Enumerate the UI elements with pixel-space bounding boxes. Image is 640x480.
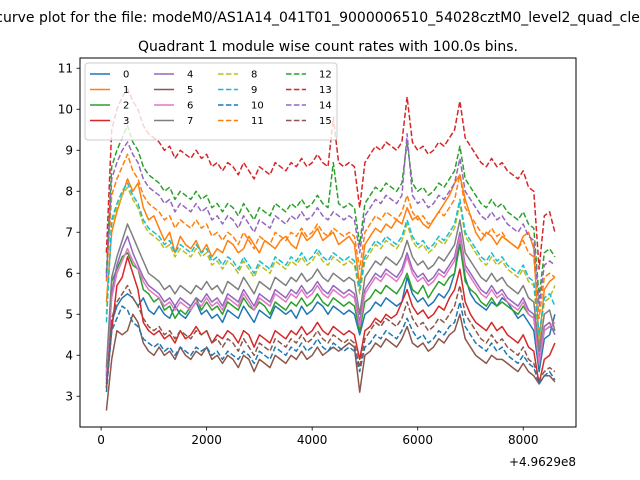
series-line-4 [105, 231, 556, 380]
y-tick-label: 4 [65, 349, 73, 363]
series-line-3 [105, 256, 556, 389]
legend-item-11: 11 [218, 116, 264, 127]
legend-label: 7 [187, 116, 193, 127]
series-line-7 [105, 219, 556, 368]
series-layer [105, 88, 556, 411]
legend-item-0: 0 [90, 70, 129, 81]
legend-label: 2 [123, 101, 129, 112]
series-line-14 [105, 133, 556, 307]
series-line-1 [105, 174, 556, 344]
legend-item-8: 8 [218, 70, 257, 81]
y-tick-label: 5 [65, 308, 73, 322]
legend-item-7: 7 [154, 116, 193, 127]
series-line-12 [105, 124, 556, 299]
legend-label: 4 [187, 70, 193, 81]
y-tick-label: 3 [65, 390, 73, 404]
legend-item-10: 10 [218, 101, 264, 112]
axes-frame [79, 57, 577, 428]
series-line-11 [105, 153, 556, 320]
x-tick-label: 4000 [297, 433, 328, 447]
series-line-15 [105, 284, 556, 389]
series-line-6 [105, 235, 556, 372]
legend-item-14: 14 [286, 101, 332, 112]
x-tick-label: 8000 [508, 433, 539, 447]
legend-item-5: 5 [154, 85, 193, 96]
legend-item-3: 3 [90, 116, 129, 127]
legend-item-13: 13 [286, 85, 332, 96]
legend-label: 8 [251, 70, 257, 81]
figure-suptitle: Light curve plot for the file: modeM0/AS… [0, 10, 640, 26]
legend-item-6: 6 [154, 101, 193, 112]
legend-item-4: 4 [154, 70, 193, 81]
legend-label: 5 [187, 85, 193, 96]
legend-label: 0 [123, 70, 129, 81]
legend-label: 14 [319, 101, 332, 112]
legend-item-15: 15 [286, 116, 332, 127]
y-tick-label: 10 [58, 103, 73, 117]
series-line-13 [105, 88, 556, 270]
x-offset-label: +4.9629e8 [509, 455, 576, 469]
legend-label: 13 [319, 85, 332, 96]
y-tick-label: 7 [65, 226, 73, 240]
y-tick-label: 11 [58, 62, 73, 76]
legend-label: 10 [251, 101, 264, 112]
legend-label: 3 [123, 116, 129, 127]
series-line-2 [105, 243, 556, 376]
legend-label: 12 [319, 70, 332, 81]
legend-label: 9 [251, 85, 257, 96]
legend-item-12: 12 [286, 70, 332, 81]
legend-item-1: 1 [90, 85, 129, 96]
legend-label: 1 [123, 85, 129, 96]
x-tick-label: 2000 [191, 433, 222, 447]
y-tick-label: 8 [65, 185, 73, 199]
series-line-8 [105, 186, 556, 340]
legend-frame [84, 62, 338, 141]
legend-item-2: 2 [90, 101, 129, 112]
legend-label: 11 [251, 116, 264, 127]
legend-label: 6 [187, 101, 193, 112]
legend-label: 15 [319, 116, 332, 127]
series-line-0 [105, 235, 556, 384]
y-tick-label: 9 [65, 144, 73, 158]
chart-title: Quadrant 1 module wise count rates with … [138, 39, 518, 55]
y-tick-label: 6 [65, 267, 73, 281]
x-tick-label: 0 [97, 433, 105, 447]
series-line-9 [105, 182, 556, 336]
x-tick-label: 6000 [402, 433, 433, 447]
legend-item-9: 9 [218, 85, 257, 96]
series-line-10 [105, 301, 556, 393]
